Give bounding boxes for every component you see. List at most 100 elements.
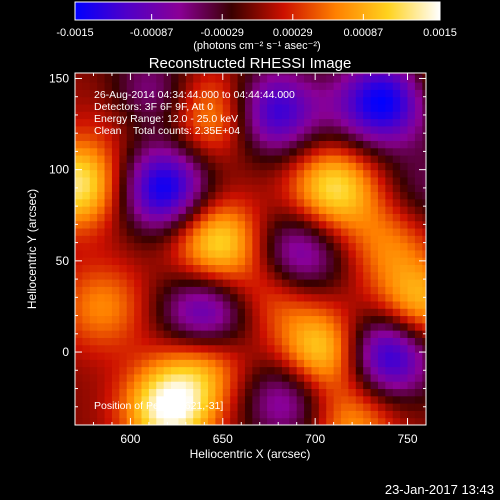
heatmap-cell (230, 89, 239, 98)
heatmap-cell (237, 279, 246, 287)
heatmap-cell (156, 264, 165, 273)
heatmap-cell (171, 191, 179, 200)
heatmap-cell (82, 366, 91, 375)
heatmap-cell (392, 264, 401, 273)
heatmap-cell (215, 111, 224, 120)
heatmap-cell (304, 381, 312, 390)
heatmap-cell (208, 293, 216, 302)
heatmap-cell (178, 330, 187, 338)
heatmap-cell (111, 352, 120, 360)
heatmap-cell (370, 133, 379, 141)
heatmap-cell (333, 249, 342, 258)
heatmap-cell (178, 176, 187, 185)
heatmap-cell (422, 344, 426, 353)
heatmap-cell (200, 373, 209, 382)
heatmap-cell (200, 82, 209, 90)
heatmap-cell (104, 82, 113, 90)
heatmap-cell (341, 322, 349, 331)
heatmap-cell (200, 366, 209, 375)
heatmap-cell (355, 322, 364, 331)
heatmap-cell (171, 381, 179, 390)
heatmap-cell (341, 125, 349, 134)
heatmap-cell (385, 381, 394, 390)
heatmap-cell (318, 89, 327, 98)
heatmap-cell (370, 176, 379, 185)
heatmap-cell (341, 300, 349, 309)
heatmap-cell (141, 359, 150, 368)
heatmap-cell (126, 147, 135, 156)
heatmap-cell (385, 242, 394, 251)
heatmap-cell (208, 133, 216, 141)
heatmap-cell (363, 184, 372, 193)
heatmap-cell (377, 344, 386, 353)
heatmap-cell (126, 96, 135, 105)
heatmap-cell (82, 111, 91, 120)
heatmap-cell (289, 133, 298, 141)
heatmap-cell (215, 322, 224, 331)
heatmap-cell (333, 228, 342, 236)
heatmap-cell (370, 104, 379, 112)
heatmap-cell (370, 337, 379, 346)
heatmap-cell (126, 300, 135, 309)
heatmap-cell (200, 286, 209, 295)
heatmap-cell (363, 257, 372, 266)
heatmap-cell (200, 359, 209, 368)
heatmap-cell (348, 352, 357, 360)
heatmap-cell (363, 162, 372, 171)
heatmap-cell (400, 388, 409, 397)
heatmap-cell (252, 410, 261, 419)
heatmap-cell (385, 213, 394, 222)
heatmap-cell (407, 330, 416, 338)
heatmap-cell (89, 228, 98, 236)
heatmap-cell (97, 206, 106, 214)
heatmap-cell (163, 125, 172, 134)
heatmap-cell (304, 257, 312, 266)
heatmap-cell (215, 198, 224, 207)
heatmap-cell (208, 322, 216, 331)
heatmap-cell (126, 410, 135, 419)
heatmap-cell (414, 74, 423, 83)
heatmap-cell (304, 155, 312, 163)
heatmap-cell (215, 220, 224, 229)
heatmap-cell (193, 176, 202, 185)
heatmap-cell (326, 82, 335, 90)
heatmap-cell (97, 242, 106, 251)
heatmap-cell (222, 300, 231, 309)
heatmap-cell (126, 366, 135, 375)
heatmap-cell (326, 257, 335, 266)
heatmap-cell (200, 403, 209, 411)
heatmap-cell (104, 155, 113, 163)
heatmap-cell (348, 155, 357, 163)
heatmap-cell (407, 308, 416, 317)
heatmap-cell (392, 176, 401, 185)
heatmap-cell (289, 352, 298, 360)
heatmap-cell (200, 249, 209, 258)
heatmap-cell (237, 213, 246, 222)
heatmap-cell (377, 257, 386, 266)
heatmap-cell (267, 293, 276, 302)
heatmap-cell (363, 337, 372, 346)
heatmap-cell (355, 417, 364, 425)
heatmap-cell (215, 133, 224, 141)
heatmap-cell (119, 191, 128, 200)
heatmap-cell (178, 96, 187, 105)
heatmap-cell (134, 220, 143, 229)
heatmap-cell (318, 417, 327, 425)
heatmap-cell (296, 96, 305, 105)
heatmap-cell (89, 257, 98, 266)
heatmap-cell (333, 213, 342, 222)
heatmap-cell (281, 242, 290, 251)
heatmap-cell (119, 352, 128, 360)
heatmap-cell (104, 417, 113, 425)
heatmap-cell (414, 308, 423, 317)
heatmap-cell (208, 213, 216, 222)
heatmap-cell (230, 308, 239, 317)
heatmap-cell (267, 410, 276, 419)
heatmap-cell (333, 337, 342, 346)
heatmap-cell (237, 89, 246, 98)
heatmap-cell (274, 417, 283, 425)
heatmap-cell (407, 111, 416, 120)
heatmap-cell (311, 242, 320, 251)
heatmap-cell (289, 242, 298, 251)
heatmap-cell (104, 140, 113, 149)
